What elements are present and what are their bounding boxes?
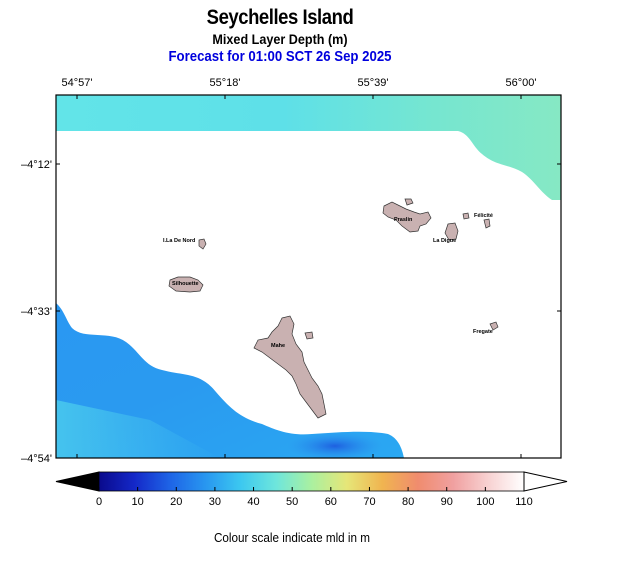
map-subtitle: Mixed Layer Depth (m)	[212, 31, 348, 47]
lon-label: 55°39'	[358, 77, 389, 89]
lon-label: 54°57'	[62, 77, 93, 89]
island-ste-anne	[304, 331, 314, 340]
colorbar-tick-label: 80	[402, 496, 414, 508]
colorbar-over-arrow	[523, 471, 568, 492]
lon-label: 56°00'	[506, 77, 537, 89]
colorbar-tick-label: 60	[325, 496, 337, 508]
colorbar-tick-label: 40	[247, 496, 259, 508]
map-title: Seychelles Island	[206, 6, 354, 29]
colorbar-under-arrow	[55, 471, 100, 492]
map-frame	[55, 94, 562, 459]
colorbar-tick-label: 30	[209, 496, 221, 508]
colorbar-tick-label: 10	[132, 496, 144, 508]
island-north	[198, 238, 207, 250]
colorbar-tick-label: 70	[363, 496, 375, 508]
island-curieuse	[404, 198, 414, 206]
label-silhouette: Silhouette	[172, 281, 199, 287]
colorbar-caption: Colour scale indicate mld in m	[213, 530, 371, 545]
colorbar-tick-label: 0	[96, 496, 102, 508]
colorbar-tick-label: 90	[441, 496, 453, 508]
label-north-island: I.La De Nord	[163, 238, 195, 244]
label-felicite: Félicité	[474, 213, 493, 219]
island-felicite	[483, 218, 491, 229]
mld-deep-spot	[287, 432, 383, 458]
lon-label: 55°18'	[210, 77, 241, 89]
mld-field-top	[56, 95, 561, 200]
island-marianne	[462, 212, 470, 220]
colorbar	[55, 471, 568, 492]
forecast-time: Forecast for 01:00 SCT 26 Sep 2025	[168, 48, 392, 65]
label-fregate: Fregate	[473, 329, 493, 335]
lat-label: –4°33'	[21, 306, 52, 318]
colorbar-tick-label: 100	[476, 496, 494, 508]
colorbar-tick-label: 50	[286, 496, 298, 508]
colorbar-tick-label: 20	[170, 496, 182, 508]
lat-label: –4°12'	[21, 159, 52, 171]
colorbar-ticks: 0 10 20 30 40 50 60 70 80 90 100 110	[96, 496, 533, 508]
island-mahe	[253, 315, 327, 419]
island-la-digue	[444, 222, 459, 241]
island-silhouette	[168, 276, 204, 293]
label-mahe: Mahe	[271, 343, 285, 349]
island-fregate	[489, 321, 499, 331]
label-la-digue: La Digue	[433, 238, 456, 244]
island-praslin	[382, 201, 432, 233]
lat-label: –4°54'	[21, 453, 52, 465]
colorbar-tick-label: 110	[515, 496, 533, 508]
mld-field-light	[56, 400, 220, 458]
colorbar-gradient	[98, 471, 525, 492]
label-praslin: Praslin	[394, 217, 413, 223]
